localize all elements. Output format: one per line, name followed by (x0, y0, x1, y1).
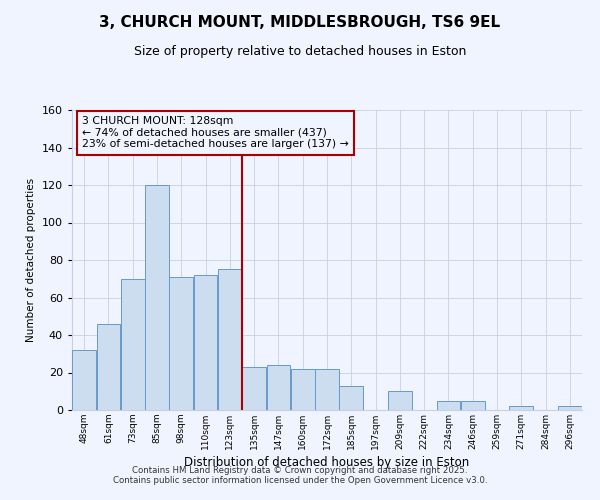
Text: 3, CHURCH MOUNT, MIDDLESBROUGH, TS6 9EL: 3, CHURCH MOUNT, MIDDLESBROUGH, TS6 9EL (100, 15, 500, 30)
Y-axis label: Number of detached properties: Number of detached properties (26, 178, 36, 342)
Bar (169, 277, 193, 410)
Text: Size of property relative to detached houses in Eston: Size of property relative to detached ho… (134, 45, 466, 58)
Bar (194, 275, 217, 410)
Bar (388, 391, 412, 410)
Bar (558, 406, 582, 410)
Bar (315, 369, 339, 410)
Bar (340, 386, 363, 410)
Bar (437, 400, 460, 410)
Bar (291, 369, 314, 410)
X-axis label: Distribution of detached houses by size in Eston: Distribution of detached houses by size … (184, 456, 470, 469)
Bar (218, 270, 242, 410)
Text: Contains HM Land Registry data © Crown copyright and database right 2025.
Contai: Contains HM Land Registry data © Crown c… (113, 466, 487, 485)
Bar (145, 185, 169, 410)
Bar (461, 400, 485, 410)
Bar (97, 324, 121, 410)
Bar (266, 365, 290, 410)
Bar (242, 367, 266, 410)
Bar (72, 350, 96, 410)
Text: 3 CHURCH MOUNT: 128sqm
← 74% of detached houses are smaller (437)
23% of semi-de: 3 CHURCH MOUNT: 128sqm ← 74% of detached… (82, 116, 349, 149)
Bar (509, 406, 533, 410)
Bar (121, 279, 145, 410)
